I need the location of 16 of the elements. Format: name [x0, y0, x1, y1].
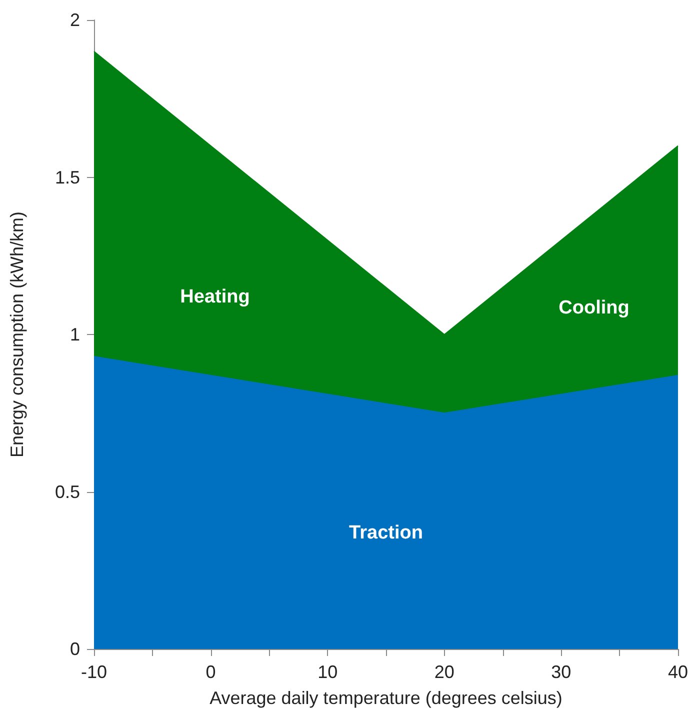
x-tick-label: 30 — [551, 662, 572, 682]
x-tick-label: 0 — [206, 662, 216, 682]
y-tick-label: 2 — [70, 10, 80, 30]
x-tick-label: -10 — [80, 662, 108, 682]
x-axis-title: Average daily temperature (degrees celsius) — [210, 688, 562, 708]
y-axis-title: Energy consumption (kWh/km) — [7, 211, 27, 458]
x-tick-label: 20 — [434, 662, 454, 682]
y-tick-label: 1 — [70, 324, 80, 344]
y-tick-label: 0.5 — [54, 482, 80, 502]
annotation: Cooling — [558, 298, 630, 318]
annotation: Heating — [180, 286, 250, 308]
y-tick-label: 1.5 — [54, 167, 80, 188]
x-tick-label: 10 — [318, 662, 338, 682]
x-tick-label: 40 — [668, 662, 688, 682]
y-tick-label: 0 — [70, 639, 80, 659]
annotation: Traction — [349, 522, 423, 544]
